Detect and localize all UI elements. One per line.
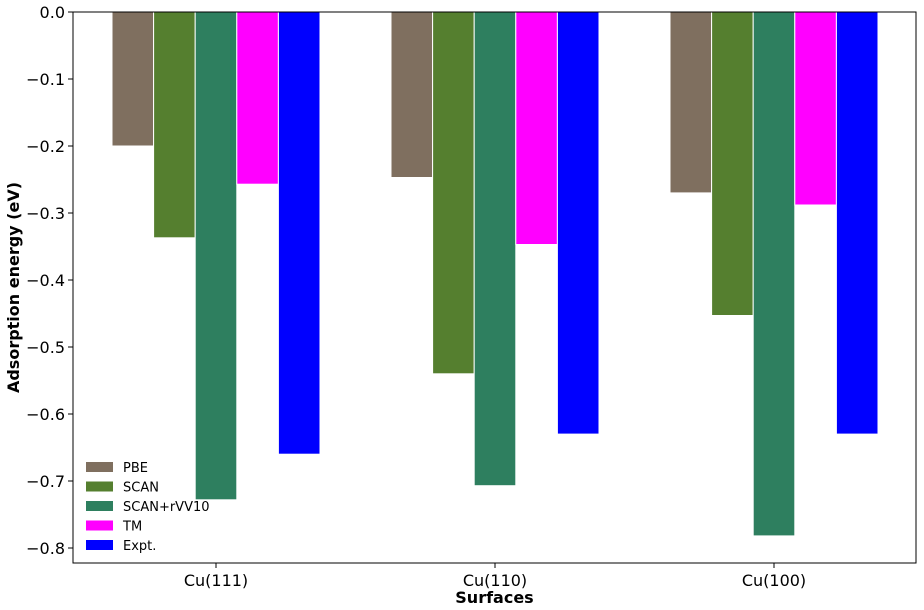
y-tick-label: −0.5 [26,338,65,357]
bar-scan-1 [432,11,475,375]
bar-pbe-0 [111,11,155,147]
x-tick-label: Cu(110) [463,571,527,590]
bar-scan-0 [153,11,196,239]
legend-label: SCAN [123,481,159,496]
bar-scan-2 [711,11,754,316]
x-tick-label: Cu(111) [184,571,248,590]
legend-swatch [86,462,113,472]
y-tick-label: −0.2 [26,137,65,156]
bars-group [111,11,879,537]
x-tick-label: Cu(100) [742,571,806,590]
legend-swatch [86,540,113,550]
y-tick-label: −0.8 [26,539,65,558]
legend-swatch [86,520,113,531]
y-tick-label: 0.0 [40,3,65,22]
legend-label: TM [122,520,142,535]
bar-scan-rvv10-0 [194,11,238,501]
plot-frame [72,11,917,564]
bar-tm-1 [515,11,558,245]
y-tick-label: −0.6 [26,405,65,424]
legend-label: Expt. [123,539,156,554]
y-tick-label: −0.1 [26,70,65,89]
bar-pbe-1 [390,11,434,178]
y-tick-label: −0.3 [26,204,65,223]
x-axis-title: Surfaces [455,588,533,607]
bar-scan-rvv10-2 [752,11,796,537]
y-axis-ticks: 0.0 −0.1 −0.2 −0.3 −0.4 −0.5 −0.6 −0.7 −0.8 [26,3,73,558]
bar-tm-0 [236,11,279,185]
legend-label: PBE [123,461,148,476]
y-tick-label: −0.7 [26,472,65,491]
bar-expt--2 [835,11,879,435]
legend: PBE SCAN SCAN+rVV10 TM Expt. [86,461,210,554]
legend-swatch [86,501,113,511]
bar-expt--1 [556,11,600,435]
bar-tm-2 [794,11,837,206]
y-tick-label: −0.4 [26,271,65,290]
legend-label: SCAN+rVV10 [123,500,210,515]
bar-scan-rvv10-1 [473,11,517,487]
bar-expt--0 [277,11,321,455]
x-axis-ticks: Cu(111) Cu(110) Cu(100) [184,563,806,590]
bar-pbe-2 [669,11,713,194]
legend-swatch [86,481,113,492]
y-axis-title: Adsorption energy (eV) [4,182,23,393]
